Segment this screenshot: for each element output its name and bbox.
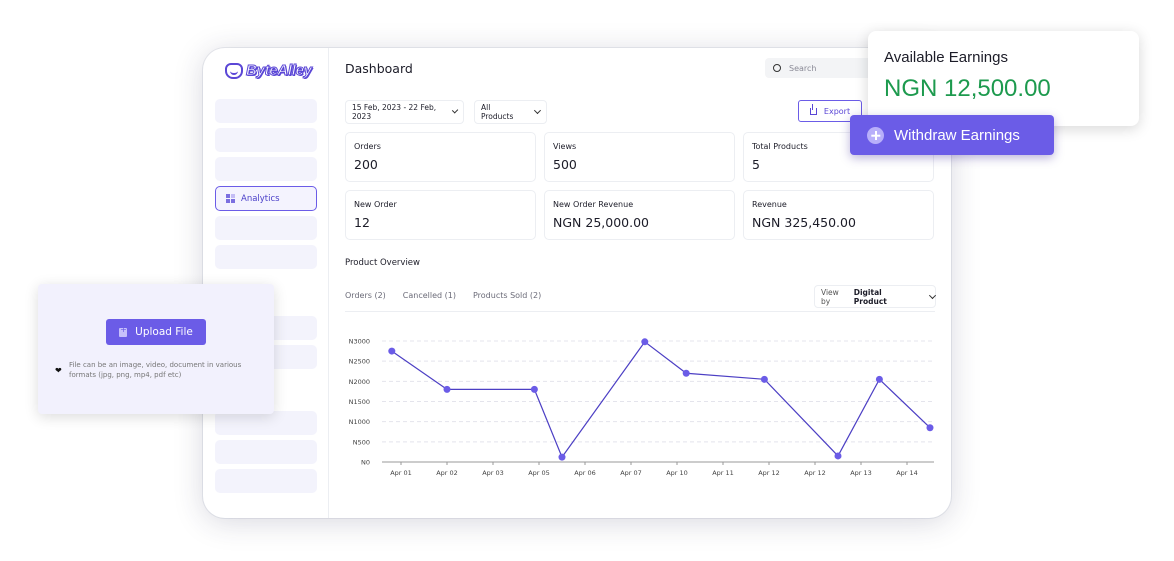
view-by-prefix: View by bbox=[821, 287, 839, 306]
x-tick-label: Apr 07 bbox=[620, 469, 642, 477]
stat-value: NGN 325,450.00 bbox=[752, 215, 856, 230]
tab-orders[interactable]: Orders (2) bbox=[345, 291, 386, 300]
data-point bbox=[388, 347, 396, 355]
earnings-value: NGN 12,500.00 bbox=[884, 75, 1051, 102]
stat-card-total-products: Total Products 5 bbox=[743, 132, 934, 182]
data-point bbox=[443, 385, 451, 393]
stat-value: 12 bbox=[354, 215, 370, 230]
sidebar-item-analytics[interactable]: Analytics bbox=[215, 186, 317, 211]
sidebar-item[interactable] bbox=[215, 469, 317, 493]
stat-card-new-order-revenue: New Order Revenue NGN 25,000.00 bbox=[544, 190, 735, 240]
date-range-value: 15 Feb, 2023 - 22 Feb, 2023 bbox=[352, 103, 437, 121]
stat-value: NGN 25,000.00 bbox=[553, 215, 649, 230]
products-value: All Products bbox=[481, 103, 514, 121]
y-tick-label: N2500 bbox=[349, 358, 370, 366]
x-tick-label: Apr 03 bbox=[482, 469, 504, 477]
stat-label: Total Products bbox=[752, 142, 808, 151]
logo: ByteAlley bbox=[225, 62, 313, 80]
x-tick-label: Apr 06 bbox=[574, 469, 596, 477]
x-tick-label: Apr 12 bbox=[758, 469, 780, 477]
data-point bbox=[530, 385, 538, 393]
page-title: Dashboard bbox=[345, 61, 413, 76]
heart-icon: ❤ bbox=[55, 366, 62, 375]
line-chart: N0 N500 N1000 N1500 N2000 N2500 N3000 Apr 01 Apr… bbox=[349, 338, 934, 477]
x-tick-label: Apr 01 bbox=[390, 469, 412, 477]
upload-card: Upload File ❤ File can be an image, vide… bbox=[38, 284, 274, 414]
chevron-down-icon bbox=[451, 107, 459, 114]
export-icon bbox=[809, 103, 817, 115]
data-point bbox=[558, 453, 566, 461]
data-point bbox=[641, 338, 649, 346]
data-point bbox=[926, 424, 934, 432]
sidebar-item[interactable] bbox=[215, 245, 317, 269]
stat-label: Revenue bbox=[752, 200, 787, 209]
overview-tabs: Orders (2) Cancelled (1) Products Sold (… bbox=[345, 291, 541, 300]
upload-note: File can be an image, video, document in… bbox=[69, 361, 242, 379]
stat-label: New Order Revenue bbox=[553, 200, 634, 209]
stat-value: 5 bbox=[752, 157, 760, 172]
products-select[interactable]: All Products bbox=[474, 100, 547, 124]
sidebar-item[interactable] bbox=[215, 216, 317, 240]
y-tick-label: N0 bbox=[361, 459, 370, 467]
sidebar: ByteAlley Analytics bbox=[203, 48, 329, 518]
y-tick-label: N500 bbox=[353, 438, 370, 446]
x-tick-label: Apr 14 bbox=[896, 469, 918, 477]
export-button[interactable]: Export bbox=[798, 100, 862, 122]
export-label: Export bbox=[823, 106, 851, 116]
view-by-value: Digital Product bbox=[853, 287, 887, 306]
search-placeholder: Search bbox=[789, 63, 817, 73]
upload-label: Upload File bbox=[135, 326, 193, 338]
x-tick-label: Apr 05 bbox=[528, 469, 550, 477]
y-tick-label: N1500 bbox=[349, 398, 370, 406]
sidebar-item[interactable] bbox=[215, 411, 317, 435]
x-tick-label: Apr 13 bbox=[850, 469, 872, 477]
x-tick-label: Apr 12 bbox=[804, 469, 826, 477]
data-point bbox=[682, 369, 690, 377]
stat-label: Orders bbox=[354, 142, 381, 151]
stat-card-new-order: New Order 12 bbox=[345, 190, 536, 240]
chevron-down-icon bbox=[534, 107, 542, 114]
upload-icon bbox=[119, 325, 128, 337]
stat-card-views: Views 500 bbox=[544, 132, 735, 182]
y-tick-label: N3000 bbox=[349, 338, 370, 346]
sidebar-item[interactable] bbox=[215, 99, 317, 123]
x-tick-label: Apr 10 bbox=[666, 469, 688, 477]
y-tick-label: N1000 bbox=[349, 418, 370, 426]
logo-icon bbox=[225, 62, 243, 79]
series-line bbox=[391, 340, 931, 459]
withdraw-label: Withdraw Earnings bbox=[894, 126, 1020, 144]
plus-icon bbox=[867, 126, 884, 144]
sidebar-item-label: Analytics bbox=[241, 193, 280, 204]
tab-products-sold[interactable]: Products Sold (2) bbox=[472, 291, 542, 300]
tab-cancelled[interactable]: Cancelled (1) bbox=[402, 291, 456, 300]
sidebar-item[interactable] bbox=[215, 128, 317, 152]
data-point bbox=[834, 452, 842, 460]
sidebar-item[interactable] bbox=[215, 440, 317, 464]
stat-label: New Order bbox=[354, 200, 397, 209]
data-point bbox=[760, 375, 768, 383]
divider bbox=[345, 311, 935, 312]
search-icon bbox=[773, 64, 781, 72]
stat-value: 200 bbox=[354, 157, 378, 172]
date-range-select[interactable]: 15 Feb, 2023 - 22 Feb, 2023 bbox=[345, 100, 464, 124]
y-tick-label: N2000 bbox=[349, 378, 370, 386]
logo-text: ByteAlley bbox=[246, 62, 313, 80]
device-frame: ByteAlley Analytics Dashboard Search 15 … bbox=[203, 48, 951, 518]
stat-card-revenue: Revenue NGN 325,450.00 bbox=[743, 190, 934, 240]
stat-card-orders: Orders 200 bbox=[345, 132, 536, 182]
grid-icon bbox=[226, 194, 235, 203]
view-by-select[interactable]: View by Digital Product bbox=[814, 285, 937, 308]
sidebar-item[interactable] bbox=[215, 157, 317, 181]
earnings-label: Available Earnings bbox=[884, 49, 1008, 66]
stat-label: Views bbox=[553, 142, 577, 151]
stat-value: 500 bbox=[553, 157, 577, 172]
upload-file-button[interactable]: Upload File bbox=[106, 319, 206, 345]
data-point bbox=[875, 375, 883, 383]
x-tick-label: Apr 02 bbox=[436, 469, 458, 477]
section-title: Product Overview bbox=[345, 258, 420, 268]
x-tick-label: Apr 11 bbox=[712, 469, 734, 477]
earnings-card: Available Earnings NGN 12,500.00 bbox=[868, 31, 1139, 126]
withdraw-earnings-button[interactable]: Withdraw Earnings bbox=[850, 115, 1054, 155]
